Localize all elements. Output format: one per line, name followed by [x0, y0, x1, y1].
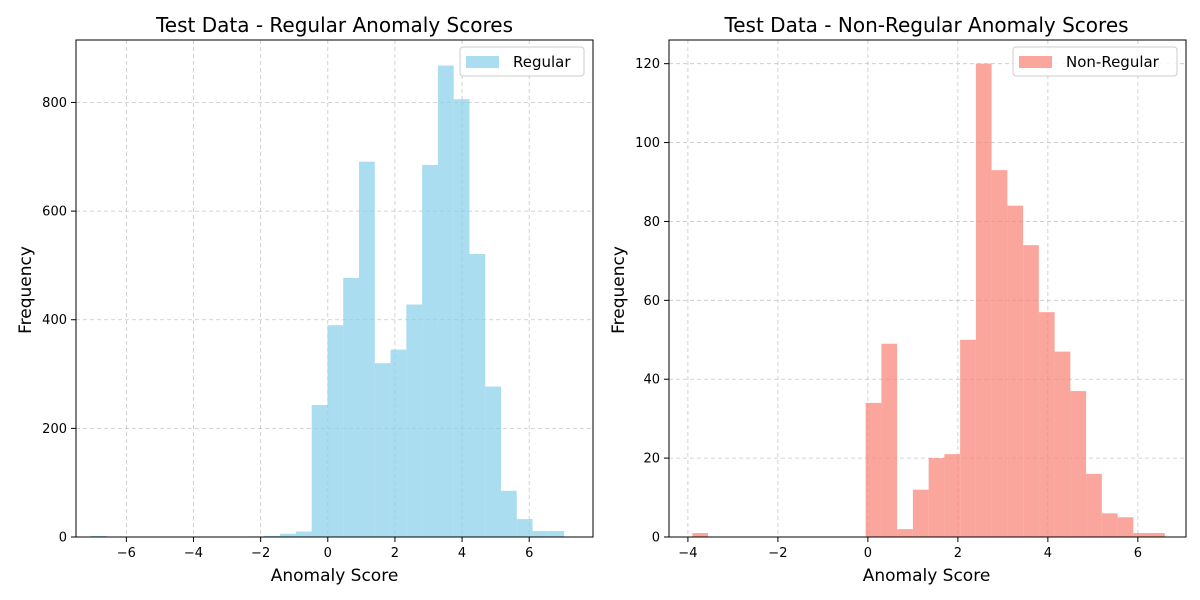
- y-tick-label: 100: [635, 136, 660, 151]
- histogram-bar: [1038, 312, 1055, 537]
- y-tick-label: 40: [643, 373, 660, 388]
- legend: Regular: [459, 46, 585, 77]
- x-tick-label: 0: [324, 546, 332, 561]
- histogram-bar: [516, 519, 533, 537]
- y-tick-label: 200: [42, 422, 67, 437]
- chart-title: Test Data - Non-Regular Anomaly Scores: [723, 13, 1128, 37]
- x-axis-label: Anomaly Score: [271, 566, 399, 586]
- histogram-bar: [90, 535, 107, 537]
- y-axis-label: Frequency: [609, 246, 629, 334]
- histogram-bar: [1007, 205, 1024, 537]
- y-tick-label: 0: [59, 531, 67, 546]
- histogram-bar: [453, 99, 470, 537]
- histogram-bar: [1101, 513, 1118, 537]
- x-tick-label: 2: [954, 546, 962, 561]
- x-tick-label: 6: [525, 546, 533, 561]
- histogram-bar: [1086, 473, 1102, 537]
- chart-panel-regular: Test Data - Regular Anomaly Scores −6 −4−…: [16, 13, 594, 586]
- histogram-bars: [90, 65, 565, 538]
- x-tick-label: −4: [184, 546, 203, 561]
- histogram-bar: [960, 339, 976, 537]
- histogram-bar: [1149, 533, 1165, 537]
- histogram-bar: [928, 458, 945, 537]
- y-tick-label: 600: [42, 205, 67, 220]
- x-tick-label: 6: [1134, 546, 1142, 561]
- histogram-bar: [343, 277, 360, 537]
- chart-panel-non-regular: Test Data - Non-Regular Anomaly Scores −…: [609, 13, 1187, 586]
- histogram-bar: [469, 254, 486, 538]
- histogram-bar: [944, 454, 961, 537]
- histogram-bar: [1070, 391, 1087, 537]
- y-tick-label: 60: [643, 294, 660, 309]
- histogram-bar: [548, 531, 565, 537]
- histogram-bar: [1133, 533, 1150, 537]
- y-tick-label: 20: [643, 452, 660, 467]
- histogram-bar: [1054, 351, 1071, 537]
- legend-swatch: [466, 56, 499, 68]
- x-tick-label: −4: [678, 546, 697, 561]
- y-tick-label: 400: [42, 313, 67, 328]
- histogram-bar: [422, 164, 438, 537]
- x-tick-label: −2: [768, 546, 787, 561]
- histogram-bar: [311, 405, 328, 537]
- histogram-bar: [897, 529, 913, 537]
- legend-swatch: [1019, 56, 1052, 68]
- histogram-bar: [327, 325, 344, 537]
- legend-box: [459, 46, 585, 77]
- x-tick-label: 0: [864, 546, 872, 561]
- x-tick-label: −2: [251, 546, 270, 561]
- legend-box: [1012, 46, 1178, 77]
- histogram-bar: [692, 533, 709, 537]
- x-axis-label: Anomaly Score: [863, 566, 991, 586]
- y-tick-label: 80: [643, 215, 660, 230]
- y-axis-label: Frequency: [16, 246, 36, 334]
- histogram-bar: [359, 161, 375, 537]
- legend: Non-Regular: [1012, 46, 1178, 77]
- histogram-bar: [1117, 517, 1134, 537]
- legend-label: Regular: [513, 53, 571, 71]
- x-tick-label: −6: [117, 546, 136, 561]
- histogram-bar: [1023, 245, 1039, 537]
- plot-frame: [668, 39, 1187, 538]
- chart-title: Test Data - Regular Anomaly Scores: [155, 13, 513, 37]
- histogram-bar: [532, 531, 549, 537]
- histogram-bar: [437, 65, 454, 537]
- histogram-bar: [991, 170, 1008, 537]
- x-tick-label: 4: [458, 546, 466, 561]
- histogram-bars: [692, 63, 1165, 538]
- histogram-bar: [390, 349, 407, 537]
- y-tick-label: 120: [635, 57, 660, 72]
- histogram-bar: [264, 535, 281, 537]
- histogram-bar: [280, 533, 296, 537]
- histogram-bar: [374, 363, 391, 537]
- histogram-bar: [485, 386, 502, 537]
- histogram-bar: [406, 304, 423, 537]
- x-tick-label: 2: [391, 546, 399, 561]
- histogram-bar: [912, 489, 929, 537]
- histogram-bar: [295, 531, 312, 537]
- axes: −6 −4 −2 0 2 4 6 0 200 400 600 800: [42, 39, 594, 561]
- histogram-bar: [865, 402, 882, 537]
- histogram-bar: [975, 63, 992, 538]
- plot-frame: [75, 39, 594, 538]
- legend-label: Non-Regular: [1066, 53, 1160, 71]
- x-tick-label: 4: [1044, 546, 1052, 561]
- histogram-bar: [501, 490, 517, 537]
- histogram-bar: [881, 343, 898, 537]
- y-tick-label: 0: [652, 531, 660, 546]
- y-tick-label: 800: [42, 96, 67, 111]
